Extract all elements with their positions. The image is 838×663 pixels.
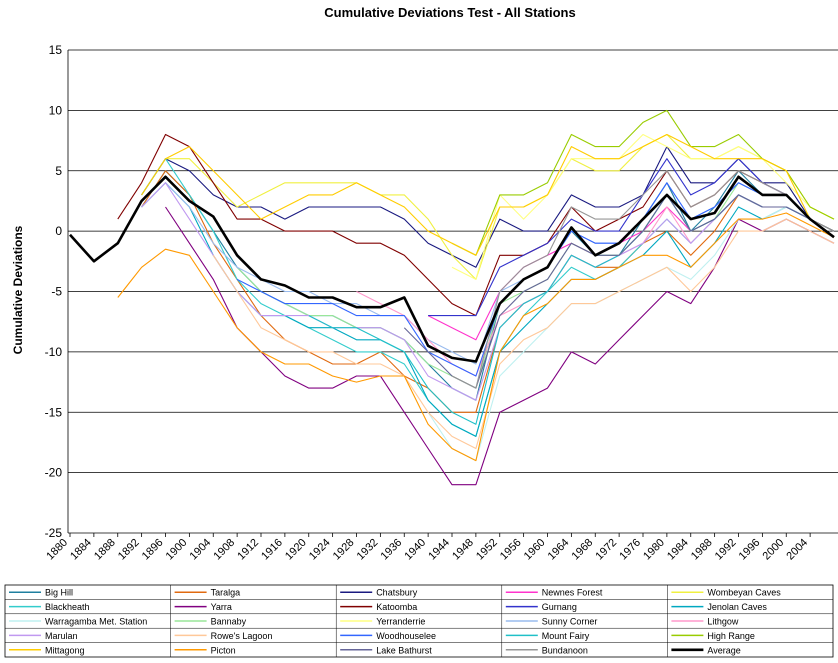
legend-label: Yerranderrie (376, 617, 425, 627)
series-line (236, 182, 835, 377)
x-tick-label: 1928 (331, 537, 357, 563)
legend-label: Bundanoon (542, 645, 588, 655)
series-line (165, 206, 835, 486)
y-tick-label: 5 (55, 164, 62, 178)
series-line (117, 212, 835, 462)
x-tick-label: 1980 (641, 537, 667, 563)
x-tick-label: 1976 (617, 537, 643, 563)
x-tick-label: 1880 (44, 537, 70, 563)
series-line (69, 175, 835, 363)
chart-title: Cumulative Deviations Test - All Station… (324, 5, 575, 20)
x-tick-label: 2000 (761, 537, 787, 563)
legend-label: Woodhouselee (376, 631, 436, 641)
series-line (141, 133, 835, 256)
legend-label: Picton (211, 645, 236, 655)
legend-label: Big Hill (45, 588, 73, 598)
series-line (141, 170, 835, 413)
legend-label: Bannaby (211, 617, 247, 627)
legend-label: Taralga (211, 588, 241, 598)
y-tick-label: -20 (45, 466, 63, 480)
legend-label: High Range (707, 631, 755, 641)
x-tick-label: 1916 (259, 537, 285, 563)
x-tick-label: 1956 (498, 537, 524, 563)
x-tick-label: 1888 (92, 537, 118, 563)
x-tick-label: 1924 (307, 537, 333, 563)
legend-label: Katoomba (376, 602, 417, 612)
x-tick-label: 1884 (68, 537, 94, 563)
legend-box (4, 584, 834, 658)
series-line (141, 182, 835, 437)
legend-label: Jenolan Caves (707, 602, 767, 612)
legend-label: Yarra (211, 602, 232, 612)
legend-label: Marulan (45, 631, 78, 641)
x-tick-label: 1900 (164, 537, 190, 563)
x-tick-label: 2004 (784, 537, 810, 563)
y-axis-label: Cumulative Deviations (11, 225, 25, 354)
x-tick-label: 1896 (140, 537, 166, 563)
x-tick-label: 1932 (355, 537, 381, 563)
x-tick-label: 1920 (283, 537, 309, 563)
x-tick-label: 1992 (713, 537, 739, 563)
y-tick-label: 0 (55, 224, 62, 238)
series-line (212, 218, 835, 450)
legend-label: Chatsbury (376, 588, 418, 598)
legend-label: Wombeyan Caves (707, 588, 781, 598)
x-tick-label: 1944 (426, 537, 452, 563)
y-tick-label: -15 (45, 405, 63, 419)
x-tick-label: 1996 (737, 537, 763, 563)
series-line (451, 133, 835, 280)
legend-label: Average (707, 645, 740, 655)
y-tick-label: -5 (51, 285, 62, 299)
x-tick-label: 1912 (235, 537, 261, 563)
y-tick-label: 10 (49, 103, 63, 117)
x-tick-label: 1960 (522, 537, 548, 563)
x-tick-label: 1984 (665, 537, 691, 563)
x-tick-label: 1968 (570, 537, 596, 563)
series-line (451, 170, 835, 389)
legend-label: Lithgow (707, 617, 739, 627)
x-tick-label: 1904 (188, 537, 214, 563)
x-tick-label: 1964 (546, 537, 572, 563)
y-tick-label: -10 (45, 345, 63, 359)
legend-label: Warragamba Met. Station (45, 617, 147, 627)
x-tick-label: 1892 (116, 537, 142, 563)
legend-label: Mittagong (45, 645, 85, 655)
x-tick-label: 1988 (689, 537, 715, 563)
x-tick-label: 1908 (211, 537, 237, 563)
legend-label: Newnes Forest (542, 588, 603, 598)
x-tick-label: 1948 (450, 537, 476, 563)
y-tick-label: 15 (49, 43, 63, 57)
x-tick-label: 1936 (379, 537, 405, 563)
y-tick-label: -25 (45, 526, 63, 540)
x-tick-label: 1972 (593, 537, 619, 563)
legend-label: Sunny Corner (542, 617, 598, 627)
legend-label: Blackheath (45, 602, 90, 612)
x-tick-label: 1940 (402, 537, 428, 563)
x-tick-label: 1952 (474, 537, 500, 563)
legend-label: Gurnang (542, 602, 577, 612)
series-line (356, 194, 835, 377)
legend-label: Mount Fairy (542, 631, 590, 641)
legend-label: Rowe's Lagoon (211, 631, 273, 641)
legend-label: Lake Bathurst (376, 645, 432, 655)
